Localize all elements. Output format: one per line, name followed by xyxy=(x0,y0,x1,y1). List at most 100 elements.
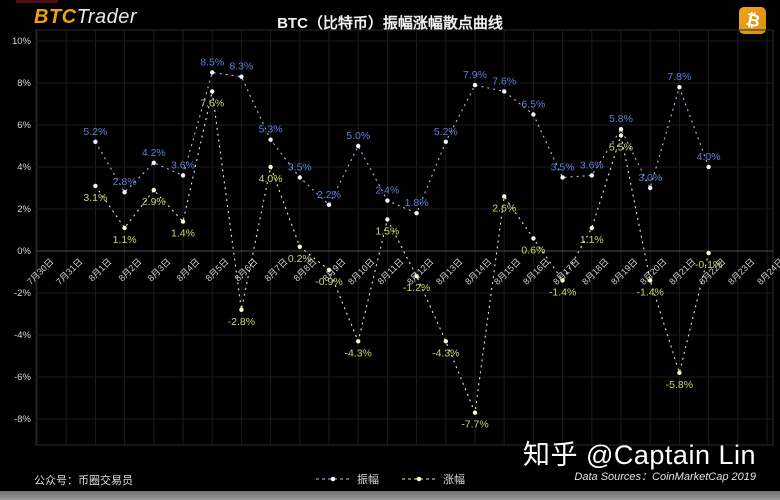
data-point-amplitude xyxy=(648,185,653,191)
value-label-change: -1.4% xyxy=(549,286,576,298)
value-label-change: -5.8% xyxy=(666,379,693,391)
data-point-change xyxy=(706,250,711,256)
legend-item-amplitude: 振幅 xyxy=(315,471,379,487)
logo-trader: Trader xyxy=(76,6,138,28)
legend-item-change: 涨幅 xyxy=(401,471,465,487)
data-point-change xyxy=(122,225,127,231)
data-point-amplitude xyxy=(210,70,215,75)
data-point-change xyxy=(239,307,244,312)
data-point-change xyxy=(268,164,273,170)
data-point-amplitude xyxy=(414,211,419,216)
value-label-change: 7.6% xyxy=(200,97,224,109)
value-label-change: 4.0% xyxy=(259,173,283,185)
data-point-amplitude xyxy=(502,89,507,94)
data-point-amplitude xyxy=(589,173,594,178)
y-tick-label: 6% xyxy=(17,120,31,131)
value-label-amplitude: 4.0% xyxy=(697,151,721,163)
value-label-change: -1.2% xyxy=(403,282,430,294)
data-point-amplitude xyxy=(531,112,536,117)
bottom-edge-bar xyxy=(0,491,780,500)
value-label-amplitude: 5.2% xyxy=(83,126,107,138)
legend-label-amplitude: 振幅 xyxy=(357,474,379,486)
value-label-change: 0.2% xyxy=(288,253,312,265)
value-label-amplitude: 3.6% xyxy=(171,159,195,171)
value-label-amplitude: 2.2% xyxy=(317,189,341,201)
legend-swatch-change xyxy=(402,476,436,482)
value-label-change: -1.4% xyxy=(636,286,663,298)
y-tick-label: -4% xyxy=(14,330,31,341)
data-point-change xyxy=(472,410,478,415)
data-point-amplitude xyxy=(560,175,565,180)
value-label-change: -7.7% xyxy=(461,419,488,431)
data-point-change xyxy=(210,89,215,94)
data-point-change xyxy=(385,217,390,222)
data-point-change xyxy=(531,236,536,241)
data-point-amplitude xyxy=(122,190,127,195)
legend-swatch-amplitude xyxy=(316,476,350,482)
series-line-amplitude xyxy=(94,71,710,214)
data-point-amplitude xyxy=(385,198,390,203)
y-tick-label: 4% xyxy=(17,162,31,173)
value-label-amplitude: 6.5% xyxy=(521,99,545,111)
legend-label-change: 涨幅 xyxy=(443,474,465,486)
value-label-amplitude: 1.8% xyxy=(405,197,429,209)
value-label-amplitude: 7.8% xyxy=(667,71,691,83)
data-point-amplitude xyxy=(677,85,682,90)
value-label-amplitude: 5.8% xyxy=(609,113,633,125)
y-tick-label: 10% xyxy=(11,36,31,47)
data-point-change xyxy=(648,278,653,283)
top-edge-sliver xyxy=(16,0,58,3)
y-tick-label: -6% xyxy=(14,372,31,383)
data-point-change xyxy=(443,339,448,344)
data-point-change xyxy=(677,370,682,375)
value-label-amplitude: 3.5% xyxy=(288,162,312,174)
data-point-amplitude xyxy=(268,137,273,142)
app-logo: BTCTrader xyxy=(34,6,137,29)
data-point-amplitude xyxy=(151,160,156,165)
value-label-amplitude: 3.0% xyxy=(638,172,662,184)
y-tick-label: -2% xyxy=(14,288,31,299)
data-point-amplitude xyxy=(180,173,186,178)
data-point-change xyxy=(414,274,419,279)
value-label-change: -0.9% xyxy=(315,276,342,288)
y-tick-label: 8% xyxy=(17,78,31,89)
value-label-change: 1.4% xyxy=(171,228,195,240)
data-point-amplitude xyxy=(472,82,478,88)
value-label-amplitude: 7.9% xyxy=(463,69,487,81)
series-line-change xyxy=(94,91,710,415)
value-label-amplitude: 2.8% xyxy=(113,176,137,188)
data-point-amplitude xyxy=(618,127,624,132)
value-label-change: -4.3% xyxy=(344,347,371,359)
value-label-change: 0.6% xyxy=(521,244,545,256)
data-source-note: Data Sources：CoinMarketCap 2019 xyxy=(574,471,756,483)
watermark-zhihu: 知乎 @Captain Lin xyxy=(522,440,756,470)
data-point-amplitude xyxy=(443,139,448,144)
data-point-change xyxy=(180,219,186,224)
value-label-change: 3.1% xyxy=(83,192,107,204)
data-point-amplitude xyxy=(326,202,332,207)
value-label-change: -4.3% xyxy=(432,347,459,359)
value-label-change: -2.8% xyxy=(228,316,255,328)
legend-marker-change xyxy=(416,476,422,482)
value-label-amplitude: 3.5% xyxy=(551,162,575,174)
value-label-change: 1.1% xyxy=(113,234,137,246)
value-label-amplitude: 8.3% xyxy=(229,61,253,73)
value-label-change: 2.6% xyxy=(492,202,516,214)
data-point-amplitude xyxy=(239,74,244,79)
legend-marker-amplitude xyxy=(330,476,336,482)
data-point-change xyxy=(356,339,361,344)
value-label-amplitude: 3.6% xyxy=(580,159,604,171)
chart-legend: 振幅 涨幅 xyxy=(315,471,465,487)
value-label-change: 2.9% xyxy=(142,196,166,208)
data-point-change xyxy=(502,194,507,199)
value-label-amplitude: 7.6% xyxy=(492,75,516,87)
data-point-change xyxy=(297,244,302,249)
data-point-change xyxy=(589,225,594,231)
y-tick-label: -8% xyxy=(14,414,31,425)
data-point-change xyxy=(618,133,624,138)
value-label-amplitude: 8.5% xyxy=(200,57,224,69)
value-label-amplitude: 4.2% xyxy=(142,147,166,159)
data-point-amplitude xyxy=(356,143,361,149)
data-point-amplitude xyxy=(297,175,302,180)
